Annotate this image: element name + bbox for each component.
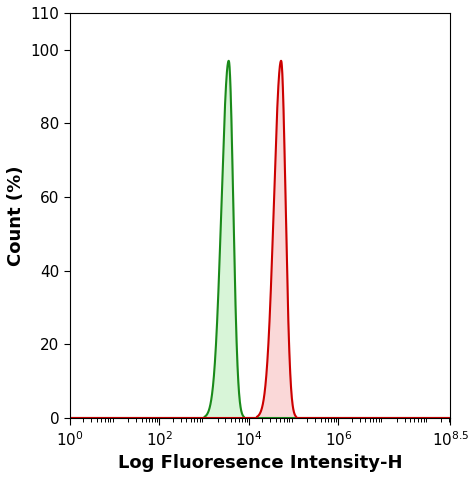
X-axis label: Log Fluoresence Intensity-H: Log Fluoresence Intensity-H xyxy=(118,454,402,472)
Y-axis label: Count (%): Count (%) xyxy=(7,165,25,266)
